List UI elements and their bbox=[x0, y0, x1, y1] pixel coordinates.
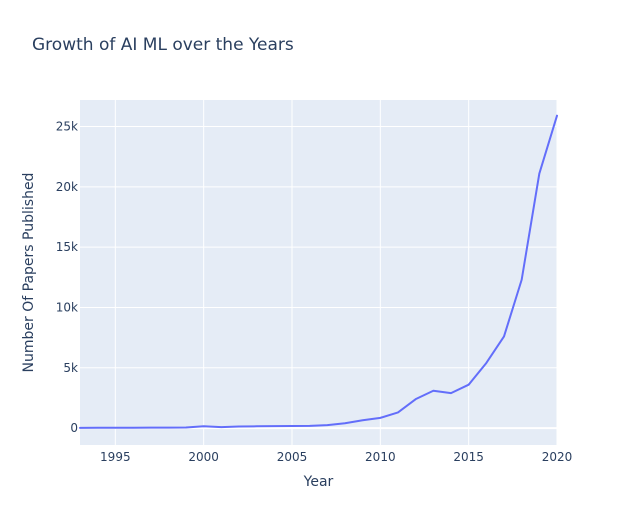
data-point bbox=[132, 427, 134, 429]
y-tick-label: 0 bbox=[70, 421, 78, 435]
data-point bbox=[238, 425, 240, 428]
data-point bbox=[450, 392, 452, 394]
data-point bbox=[468, 384, 470, 386]
data-point bbox=[397, 411, 399, 414]
data-point bbox=[185, 426, 187, 429]
data-point bbox=[326, 424, 328, 426]
data-point bbox=[503, 335, 505, 338]
y-tick-label: 25k bbox=[56, 120, 78, 134]
data-point bbox=[150, 427, 152, 429]
x-axis-ticks: 1995 2000 2005 2010 2015 2020 bbox=[100, 450, 572, 464]
plot-background bbox=[80, 100, 557, 445]
data-point bbox=[273, 425, 275, 427]
x-tick-label: 2015 bbox=[453, 450, 484, 464]
data-point bbox=[220, 426, 222, 428]
x-tick-label: 2020 bbox=[542, 450, 573, 464]
data-point bbox=[309, 425, 311, 427]
data-point bbox=[167, 426, 169, 429]
chart-title: Growth of AI ML over the Years bbox=[32, 35, 294, 55]
data-point bbox=[203, 425, 205, 427]
x-tick-label: 1995 bbox=[100, 450, 131, 464]
y-axis-title: Number Of Papers Published bbox=[21, 173, 37, 373]
data-point bbox=[344, 422, 346, 424]
x-tick-label: 2000 bbox=[188, 450, 219, 464]
y-tick-label: 20k bbox=[56, 180, 78, 194]
data-point bbox=[291, 425, 293, 427]
x-tick-label: 2010 bbox=[365, 450, 396, 464]
data-point bbox=[379, 417, 381, 419]
series-layer bbox=[79, 114, 558, 429]
y-tick-label: 5k bbox=[63, 361, 78, 375]
y-tick-label: 10k bbox=[56, 300, 78, 314]
data-point bbox=[97, 427, 99, 429]
y-tick-label: 15k bbox=[56, 240, 78, 254]
data-point bbox=[256, 425, 258, 427]
data-point bbox=[362, 419, 364, 421]
data-point bbox=[415, 398, 417, 400]
data-point bbox=[485, 362, 487, 364]
data-point bbox=[538, 172, 540, 175]
series-line bbox=[79, 114, 558, 429]
data-point bbox=[556, 115, 558, 117]
x-tick-label: 2005 bbox=[277, 450, 308, 464]
x-axis-title: Year bbox=[303, 474, 334, 490]
data-point bbox=[521, 279, 523, 281]
data-point bbox=[114, 427, 116, 429]
y-axis-ticks: 0 5k 10k 15k 20k 25k bbox=[56, 120, 78, 436]
data-point bbox=[432, 390, 434, 392]
data-point bbox=[79, 427, 81, 429]
